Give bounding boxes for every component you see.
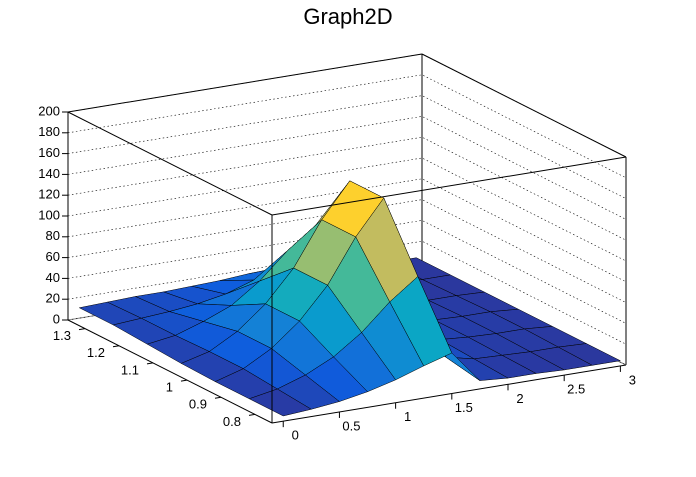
y-tick	[214, 396, 222, 399]
y-tick	[78, 328, 86, 331]
y-tick-label: 1	[166, 380, 173, 395]
x-tick-label: 0.5	[342, 418, 360, 433]
box-edge	[67, 53, 423, 113]
chart-title: Graph2D	[303, 4, 392, 29]
y-tick-label: 1.2	[87, 345, 105, 360]
y-tick	[180, 379, 188, 382]
x-tick-label: 2	[516, 391, 523, 406]
x-tick-label: 1	[404, 409, 411, 424]
z-tick-label: 140	[38, 166, 60, 181]
z-tick-label: 200	[38, 103, 60, 118]
y-tick	[146, 362, 154, 365]
z-tick-label: 20	[46, 291, 60, 306]
y-tick-label: 0.9	[189, 397, 207, 412]
y-tick	[112, 345, 120, 348]
z-tick-label: 80	[46, 228, 60, 243]
y-tick-label: 1.3	[53, 328, 71, 343]
x-tick-label: 2.5	[567, 382, 585, 397]
x-tick-label: 1.5	[455, 400, 473, 415]
z-tick-label: 160	[38, 145, 60, 160]
y-tick-label: 1.1	[121, 362, 139, 377]
z-tick-label: 0	[53, 311, 60, 326]
z-tick-label: 40	[46, 270, 60, 285]
x-axis	[271, 364, 627, 424]
y-axis	[67, 319, 273, 424]
x-tick-label: 3	[629, 372, 636, 387]
y-tick	[248, 413, 256, 416]
y-tick-label: 0.8	[223, 414, 241, 429]
z-tick-label: 60	[46, 249, 60, 264]
box-edge	[271, 156, 627, 216]
surface-cell	[248, 388, 312, 417]
z-tick-label: 100	[38, 207, 60, 222]
box-edge	[67, 111, 273, 216]
x-tick-label: 0	[292, 428, 299, 443]
z-tick-label: 180	[38, 124, 60, 139]
z-tick-label: 120	[38, 187, 60, 202]
